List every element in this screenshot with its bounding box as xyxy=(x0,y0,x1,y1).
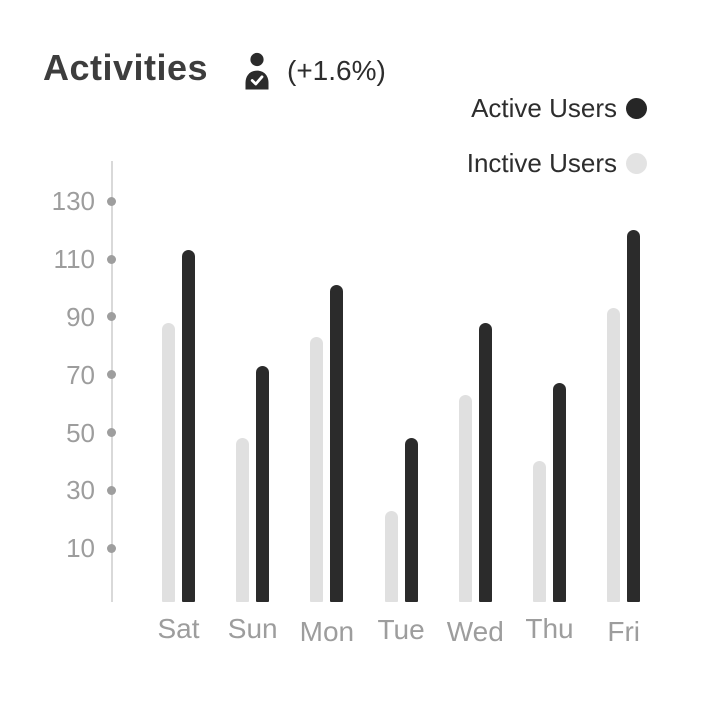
person-check-icon xyxy=(243,50,271,90)
legend-label-active-users: Active Users xyxy=(471,93,617,123)
x-axis-label-sat: Sat xyxy=(157,613,200,644)
chart-legend: Active Users Inctive Users xyxy=(467,93,647,178)
y-axis-tick-dot-50 xyxy=(106,428,116,437)
bar-active-fri[interactable] xyxy=(627,230,641,602)
legend-dot-active-users xyxy=(626,97,647,119)
legend-item-inctive-users[interactable]: Inctive Users xyxy=(467,148,647,178)
x-axis-label-thu: Thu xyxy=(525,613,574,644)
bar-active-sun[interactable] xyxy=(256,366,270,602)
bar-active-sat[interactable] xyxy=(182,250,195,602)
bar-inactive-mon[interactable] xyxy=(310,337,324,602)
x-axis-label-tue: Tue xyxy=(377,614,425,645)
bar-active-thu[interactable] xyxy=(553,383,566,602)
y-axis-tick-dot-70 xyxy=(106,370,116,380)
page-title: Activities xyxy=(43,47,209,88)
bar-active-wed[interactable] xyxy=(478,322,492,602)
y-axis-tick-dot-130 xyxy=(106,196,116,206)
y-axis-tick-dot-110 xyxy=(106,254,116,264)
bar-active-tue[interactable] xyxy=(404,438,418,602)
bar-active-mon[interactable] xyxy=(330,285,344,602)
y-axis-tick-dot-90 xyxy=(106,312,116,322)
x-axis-label-mon: Mon xyxy=(299,616,355,647)
y-axis-tick-label-90: 90 xyxy=(66,301,95,332)
y-axis-tick-label-50: 50 xyxy=(66,417,95,448)
y-axis-tick-label-70: 70 xyxy=(66,359,95,390)
bar-inactive-tue[interactable] xyxy=(384,510,398,602)
y-axis-tick-label-130: 130 xyxy=(51,186,95,217)
legend-label-inctive-users: Inctive Users xyxy=(466,148,617,178)
bar-inactive-fri[interactable] xyxy=(607,308,621,602)
change-percentage: (+1.6%) xyxy=(287,55,386,86)
legend-dot-inctive-users xyxy=(626,152,647,174)
bar-inactive-sun[interactable] xyxy=(236,438,250,602)
y-axis-tick-dot-10 xyxy=(106,543,116,553)
y-axis-line xyxy=(111,161,113,602)
bar-inactive-thu[interactable] xyxy=(533,461,546,602)
bar-inactive-sat[interactable] xyxy=(162,322,175,602)
x-axis-label-sun: Sun xyxy=(227,613,278,644)
y-axis-tick-label-10: 10 xyxy=(66,533,95,564)
bar-inactive-wed[interactable] xyxy=(458,394,472,602)
x-axis-label-fri: Fri xyxy=(607,616,641,647)
x-axis-label-wed: Wed xyxy=(446,616,504,647)
y-axis-tick-dot-30 xyxy=(106,485,116,495)
y-axis-tick-label-110: 110 xyxy=(53,244,95,275)
legend-item-active-users[interactable]: Active Users xyxy=(471,93,647,123)
y-axis-tick-label-30: 30 xyxy=(66,475,95,506)
